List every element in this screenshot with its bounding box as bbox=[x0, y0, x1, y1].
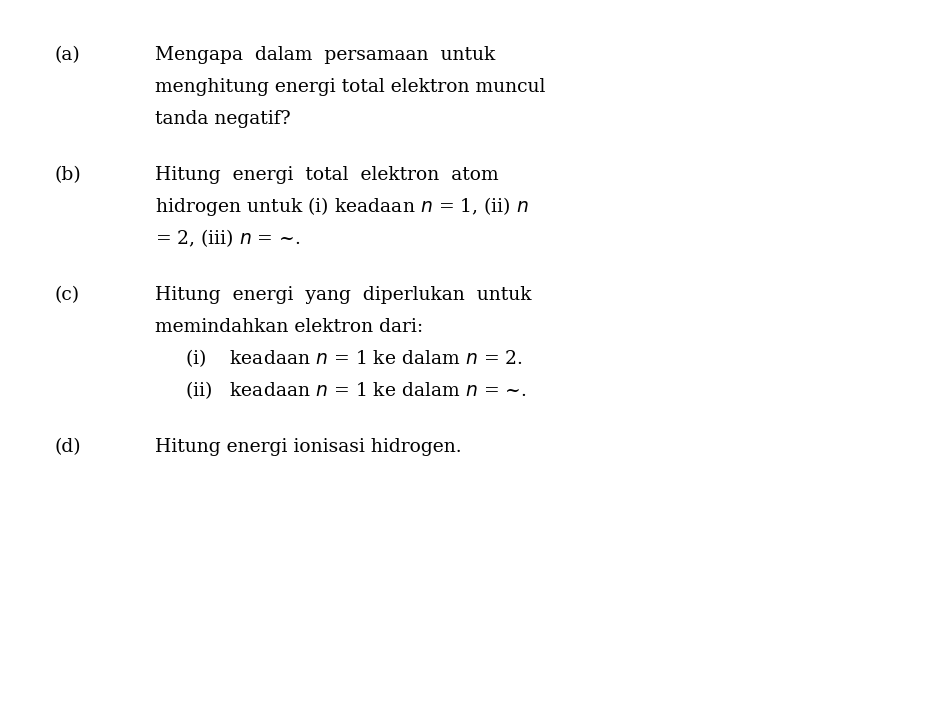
Text: (ii)   keadaan $n$ = 1 ke dalam $n$ = ~.: (ii) keadaan $n$ = 1 ke dalam $n$ = ~. bbox=[184, 379, 527, 401]
Text: Hitung  energi  yang  diperlukan  untuk: Hitung energi yang diperlukan untuk bbox=[155, 286, 531, 304]
Text: (b): (b) bbox=[55, 166, 82, 184]
Text: = 2, (iii) $n$ = ~.: = 2, (iii) $n$ = ~. bbox=[155, 227, 300, 249]
Text: memindahkan elektron dari:: memindahkan elektron dari: bbox=[155, 318, 423, 336]
Text: (a): (a) bbox=[55, 46, 81, 64]
Text: Mengapa  dalam  persamaan  untuk: Mengapa dalam persamaan untuk bbox=[155, 46, 495, 64]
Text: (c): (c) bbox=[55, 286, 80, 304]
Text: hidrogen untuk (i) keadaan $n$ = 1, (ii) $n$: hidrogen untuk (i) keadaan $n$ = 1, (ii)… bbox=[155, 195, 528, 218]
Text: menghitung energi total elektron muncul: menghitung energi total elektron muncul bbox=[155, 78, 545, 96]
Text: (i)    keadaan $n$ = 1 ke dalam $n$ = 2.: (i) keadaan $n$ = 1 ke dalam $n$ = 2. bbox=[184, 347, 523, 369]
Text: Hitung energi ionisasi hidrogen.: Hitung energi ionisasi hidrogen. bbox=[155, 438, 461, 456]
Text: (d): (d) bbox=[55, 438, 82, 456]
Text: Hitung  energi  total  elektron  atom: Hitung energi total elektron atom bbox=[155, 166, 498, 184]
Text: tanda negatif?: tanda negatif? bbox=[155, 110, 290, 128]
